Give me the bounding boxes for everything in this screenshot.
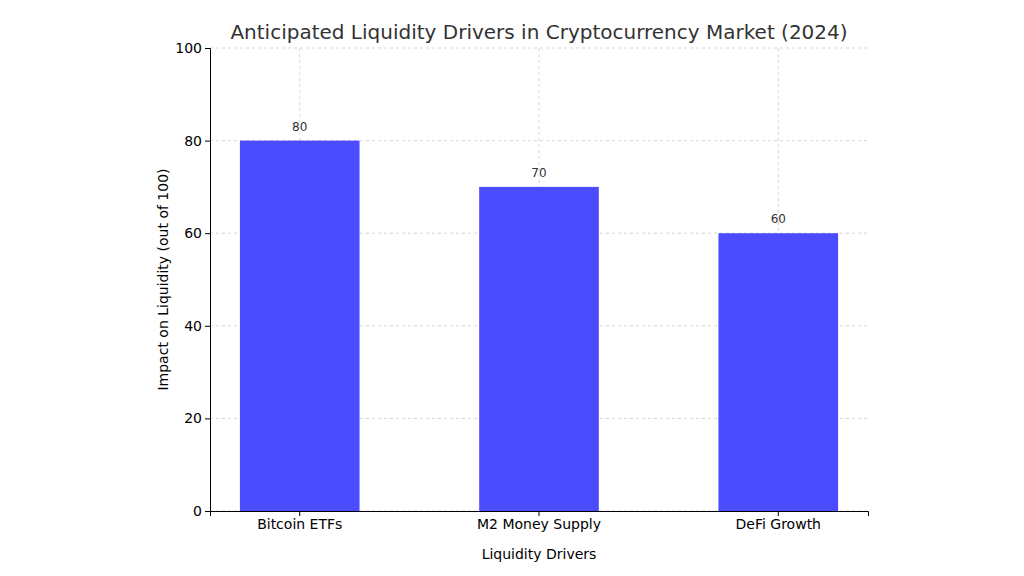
y-tick-label: 60	[184, 225, 202, 241]
y-tick: 0	[193, 503, 210, 519]
x-tick: DeFi Growth	[736, 511, 821, 532]
y-tick: 60	[184, 225, 210, 241]
data-label: 60	[771, 212, 786, 226]
y-tick-label: 100	[175, 40, 202, 56]
y-tick-label: 40	[184, 318, 202, 334]
data-label: 80	[292, 120, 307, 134]
title: Anticipated Liquidity Drivers in Cryptoc…	[230, 20, 847, 44]
y-tick-label: 0	[193, 503, 202, 519]
bar	[479, 187, 599, 511]
y-tick-mark	[205, 326, 210, 327]
x-tick-label: DeFi Growth	[736, 516, 821, 532]
plot-area: 80 70 60 0 20 40 60 80 100 Bitcoin ETFs M2 Money S…	[175, 40, 868, 532]
y-tick-mark	[205, 233, 210, 234]
y-tick: 100	[175, 40, 210, 56]
grid	[210, 48, 868, 511]
data-labels: 80 70 60	[292, 120, 786, 227]
y-tick-mark	[205, 48, 210, 49]
x-axis-title: Liquidity Drivers	[482, 546, 597, 562]
bars	[240, 141, 838, 511]
y-tick-label: 80	[184, 133, 202, 149]
bar	[718, 233, 838, 511]
y-tick-label: 20	[184, 410, 202, 426]
y-axis-line	[205, 49, 211, 512]
chart: 80 70 60 0 20 40 60 80 100 Bitcoin ETFs M2 Money S…	[0, 0, 1024, 576]
y-tick-mark	[205, 141, 210, 142]
x-tick: M2 Money Supply	[477, 511, 601, 532]
x-tick-label: Bitcoin ETFs	[257, 516, 342, 532]
y-tick: 20	[184, 410, 210, 426]
y-tick: 40	[184, 318, 210, 334]
x-axis: Bitcoin ETFs M2 Money Supply DeFi Growth	[211, 511, 869, 532]
bar	[240, 141, 360, 511]
y-tick-mark	[205, 418, 210, 419]
data-label: 70	[531, 166, 546, 180]
y-axis: 0 20 40 60 80 100	[175, 40, 210, 519]
y-axis-title: Impact on Liquidity (out of 100)	[155, 168, 171, 390]
y-tick-mark	[205, 511, 210, 512]
x-tick: Bitcoin ETFs	[257, 511, 342, 532]
y-tick: 80	[184, 133, 210, 149]
x-tick-label: M2 Money Supply	[477, 516, 601, 532]
